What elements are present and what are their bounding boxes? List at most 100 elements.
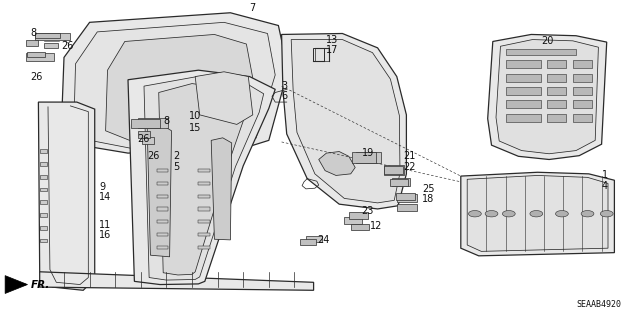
- Bar: [157, 207, 168, 211]
- Bar: [547, 60, 566, 68]
- Text: 4: 4: [602, 181, 608, 191]
- Bar: [27, 52, 45, 57]
- Bar: [40, 162, 47, 166]
- Bar: [138, 118, 168, 128]
- Bar: [390, 179, 408, 186]
- Bar: [40, 188, 47, 191]
- Circle shape: [502, 211, 515, 217]
- Bar: [573, 100, 592, 108]
- Bar: [157, 182, 168, 185]
- Bar: [506, 100, 541, 108]
- Text: 15: 15: [189, 122, 201, 133]
- Polygon shape: [144, 77, 264, 280]
- Polygon shape: [195, 72, 253, 124]
- Text: 7: 7: [250, 3, 256, 13]
- Bar: [315, 48, 329, 61]
- Bar: [356, 152, 381, 163]
- Text: 17: 17: [326, 45, 339, 55]
- Text: 16: 16: [99, 230, 111, 241]
- Text: 1: 1: [602, 170, 608, 181]
- Polygon shape: [211, 138, 232, 240]
- Polygon shape: [159, 84, 248, 275]
- Bar: [392, 178, 410, 186]
- Bar: [142, 137, 154, 144]
- Bar: [313, 48, 324, 61]
- Bar: [198, 233, 210, 236]
- Bar: [198, 246, 210, 249]
- Bar: [35, 33, 70, 40]
- Bar: [384, 166, 403, 174]
- Bar: [573, 114, 592, 122]
- Text: 26: 26: [147, 151, 159, 161]
- Bar: [157, 220, 168, 223]
- Bar: [506, 49, 576, 55]
- Bar: [506, 87, 541, 95]
- Bar: [547, 114, 566, 122]
- Bar: [40, 239, 47, 242]
- Bar: [26, 40, 38, 46]
- Text: 23: 23: [362, 205, 374, 216]
- Text: 24: 24: [317, 235, 329, 245]
- Polygon shape: [38, 102, 95, 290]
- Polygon shape: [61, 13, 288, 153]
- Circle shape: [556, 211, 568, 217]
- Bar: [300, 239, 316, 245]
- Bar: [131, 119, 160, 128]
- Bar: [157, 169, 168, 172]
- Polygon shape: [488, 34, 607, 160]
- Text: 18: 18: [422, 194, 435, 204]
- Text: 14: 14: [99, 192, 111, 202]
- Polygon shape: [128, 70, 275, 285]
- Bar: [198, 195, 210, 198]
- Polygon shape: [496, 40, 598, 154]
- Bar: [198, 207, 210, 211]
- Bar: [198, 169, 210, 172]
- Text: 11: 11: [99, 220, 111, 230]
- Circle shape: [485, 211, 498, 217]
- Text: 25: 25: [422, 184, 435, 194]
- Bar: [397, 204, 417, 211]
- Text: 9: 9: [99, 182, 106, 192]
- Bar: [40, 149, 47, 153]
- Bar: [40, 213, 47, 217]
- Bar: [573, 60, 592, 68]
- Bar: [157, 195, 168, 198]
- Text: SEAAB4920: SEAAB4920: [576, 300, 621, 309]
- Text: 12: 12: [370, 221, 382, 232]
- Bar: [547, 100, 566, 108]
- Bar: [352, 152, 376, 163]
- Bar: [344, 217, 362, 224]
- Text: 21: 21: [403, 151, 415, 161]
- Polygon shape: [74, 22, 275, 148]
- Bar: [138, 131, 150, 138]
- Circle shape: [530, 211, 543, 217]
- Bar: [506, 60, 541, 68]
- Bar: [40, 200, 47, 204]
- Bar: [506, 114, 541, 122]
- Polygon shape: [461, 172, 614, 256]
- Bar: [351, 224, 369, 230]
- Text: 20: 20: [541, 36, 553, 47]
- Bar: [506, 74, 541, 82]
- Bar: [384, 165, 404, 175]
- Bar: [35, 33, 60, 38]
- Text: 26: 26: [31, 71, 43, 82]
- Circle shape: [600, 211, 613, 217]
- Bar: [349, 212, 368, 219]
- Bar: [396, 193, 415, 200]
- Bar: [547, 87, 566, 95]
- Polygon shape: [147, 124, 172, 257]
- Bar: [198, 220, 210, 223]
- Bar: [573, 74, 592, 82]
- Polygon shape: [282, 33, 406, 209]
- Text: 8: 8: [163, 116, 170, 126]
- Polygon shape: [40, 272, 314, 290]
- Bar: [198, 182, 210, 185]
- Polygon shape: [5, 276, 28, 293]
- Text: 26: 26: [138, 134, 150, 144]
- Text: 13: 13: [326, 35, 339, 45]
- Text: 26: 26: [61, 41, 73, 51]
- Text: 10: 10: [189, 111, 201, 122]
- Text: 2: 2: [173, 151, 179, 161]
- Bar: [40, 175, 47, 179]
